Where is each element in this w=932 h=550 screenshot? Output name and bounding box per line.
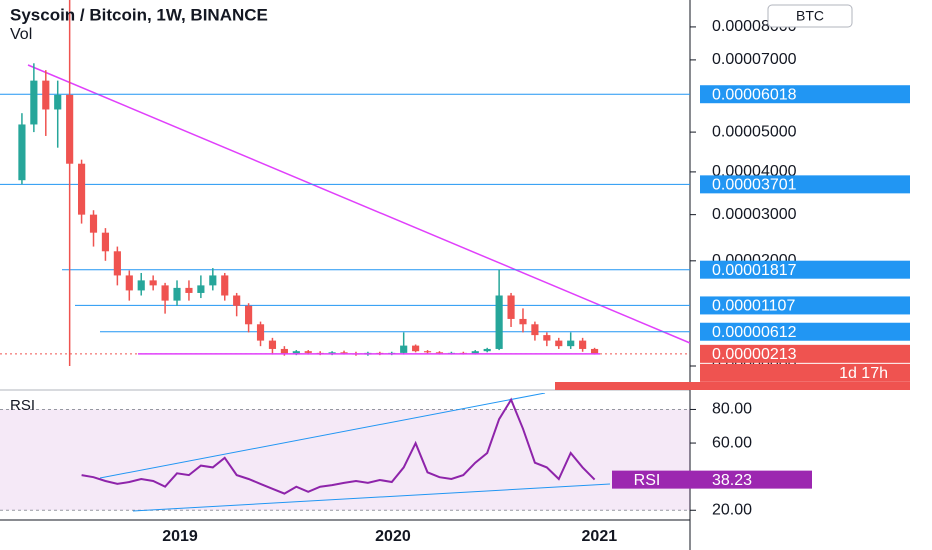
candle-body — [412, 345, 420, 352]
candle-body — [125, 275, 133, 291]
candle-body — [519, 318, 527, 325]
candle-body — [340, 352, 348, 354]
candle-body — [280, 348, 288, 354]
x-tick-label: 2021 — [582, 528, 618, 545]
candle-body — [161, 285, 169, 301]
currency-button[interactable] — [767, 4, 853, 28]
candle-body — [78, 163, 86, 215]
candle-body — [543, 335, 551, 341]
hidden-label-box — [555, 382, 910, 390]
level-label: 0.00000612 — [712, 324, 797, 341]
rsi-line — [81, 397, 596, 495]
currency-button-label[interactable]: BTC — [796, 8, 824, 24]
candle-body — [256, 324, 265, 341]
candle-body — [268, 340, 277, 349]
level-label: 0.00006018 — [712, 86, 797, 103]
candle-body — [173, 287, 181, 301]
trend-line — [27, 64, 690, 344]
rsi-value: 38.23 — [712, 472, 752, 489]
candle-body — [89, 214, 98, 233]
candle-body — [54, 94, 62, 110]
y-tick-label: 20.00 — [712, 501, 752, 518]
level-label-box — [700, 260, 910, 279]
candle-body — [567, 340, 575, 347]
level-label-box — [700, 296, 910, 315]
level-label: 0.00003701 — [712, 177, 797, 194]
level-label: 0.00001107 — [712, 298, 795, 315]
chart-title: Syscoin / Bitcoin, 1W, BINANCE — [10, 5, 268, 24]
rsi-name: RSI — [634, 472, 661, 489]
candle-body — [149, 280, 157, 286]
level-label-box — [700, 322, 910, 341]
candle-body — [590, 348, 599, 354]
candle-body — [209, 275, 217, 286]
candle-body — [292, 351, 300, 354]
candle-body — [245, 305, 253, 325]
candle-body — [531, 324, 539, 336]
candle-body — [185, 287, 193, 293]
x-tick-label: 2020 — [375, 528, 411, 545]
y-tick-label: 80.00 — [712, 401, 752, 418]
countdown-box — [700, 363, 910, 382]
candle-body — [197, 285, 205, 293]
y-tick-label: 0.00003000 — [712, 206, 797, 223]
volume-label: Vol — [10, 26, 32, 43]
level-label-box — [700, 175, 910, 194]
candle-body — [221, 275, 229, 296]
candle-body — [507, 295, 515, 319]
candle-body — [471, 351, 479, 354]
rsi-band — [0, 409, 690, 511]
rsi-value-box — [682, 470, 812, 489]
candle-body — [555, 340, 563, 347]
countdown-label: 1d 17h — [839, 365, 888, 382]
x-tick-label: 2019 — [162, 528, 198, 545]
level-label-box — [700, 85, 910, 104]
y-tick-label: 60.00 — [712, 434, 752, 451]
level-label: 0.00001817 — [712, 262, 797, 279]
candle-body — [18, 124, 26, 181]
last-price-label: 0.00000213 — [712, 346, 797, 363]
last-price-box — [700, 344, 910, 363]
rsi-title: RSI — [10, 397, 35, 414]
y-tick-label: 0.00007000 — [712, 51, 797, 68]
candle-body — [304, 351, 312, 353]
candle-body — [66, 94, 74, 164]
candle-body — [113, 251, 121, 276]
candle-body — [233, 295, 241, 306]
candle-body — [495, 295, 503, 349]
candle-body — [101, 232, 110, 252]
rsi-name-box — [612, 470, 682, 489]
candle-body — [400, 345, 408, 353]
candle-body — [30, 80, 38, 125]
candle-body — [42, 80, 50, 110]
candle-body — [423, 351, 432, 353]
candle-body — [137, 280, 145, 291]
rsi-trend-upper — [99, 393, 546, 479]
y-tick-label: 0.00005000 — [712, 123, 797, 140]
rsi-trend-lower — [132, 483, 611, 512]
candle-body — [435, 352, 444, 354]
candle-body — [579, 340, 587, 349]
candle-body — [483, 348, 491, 352]
